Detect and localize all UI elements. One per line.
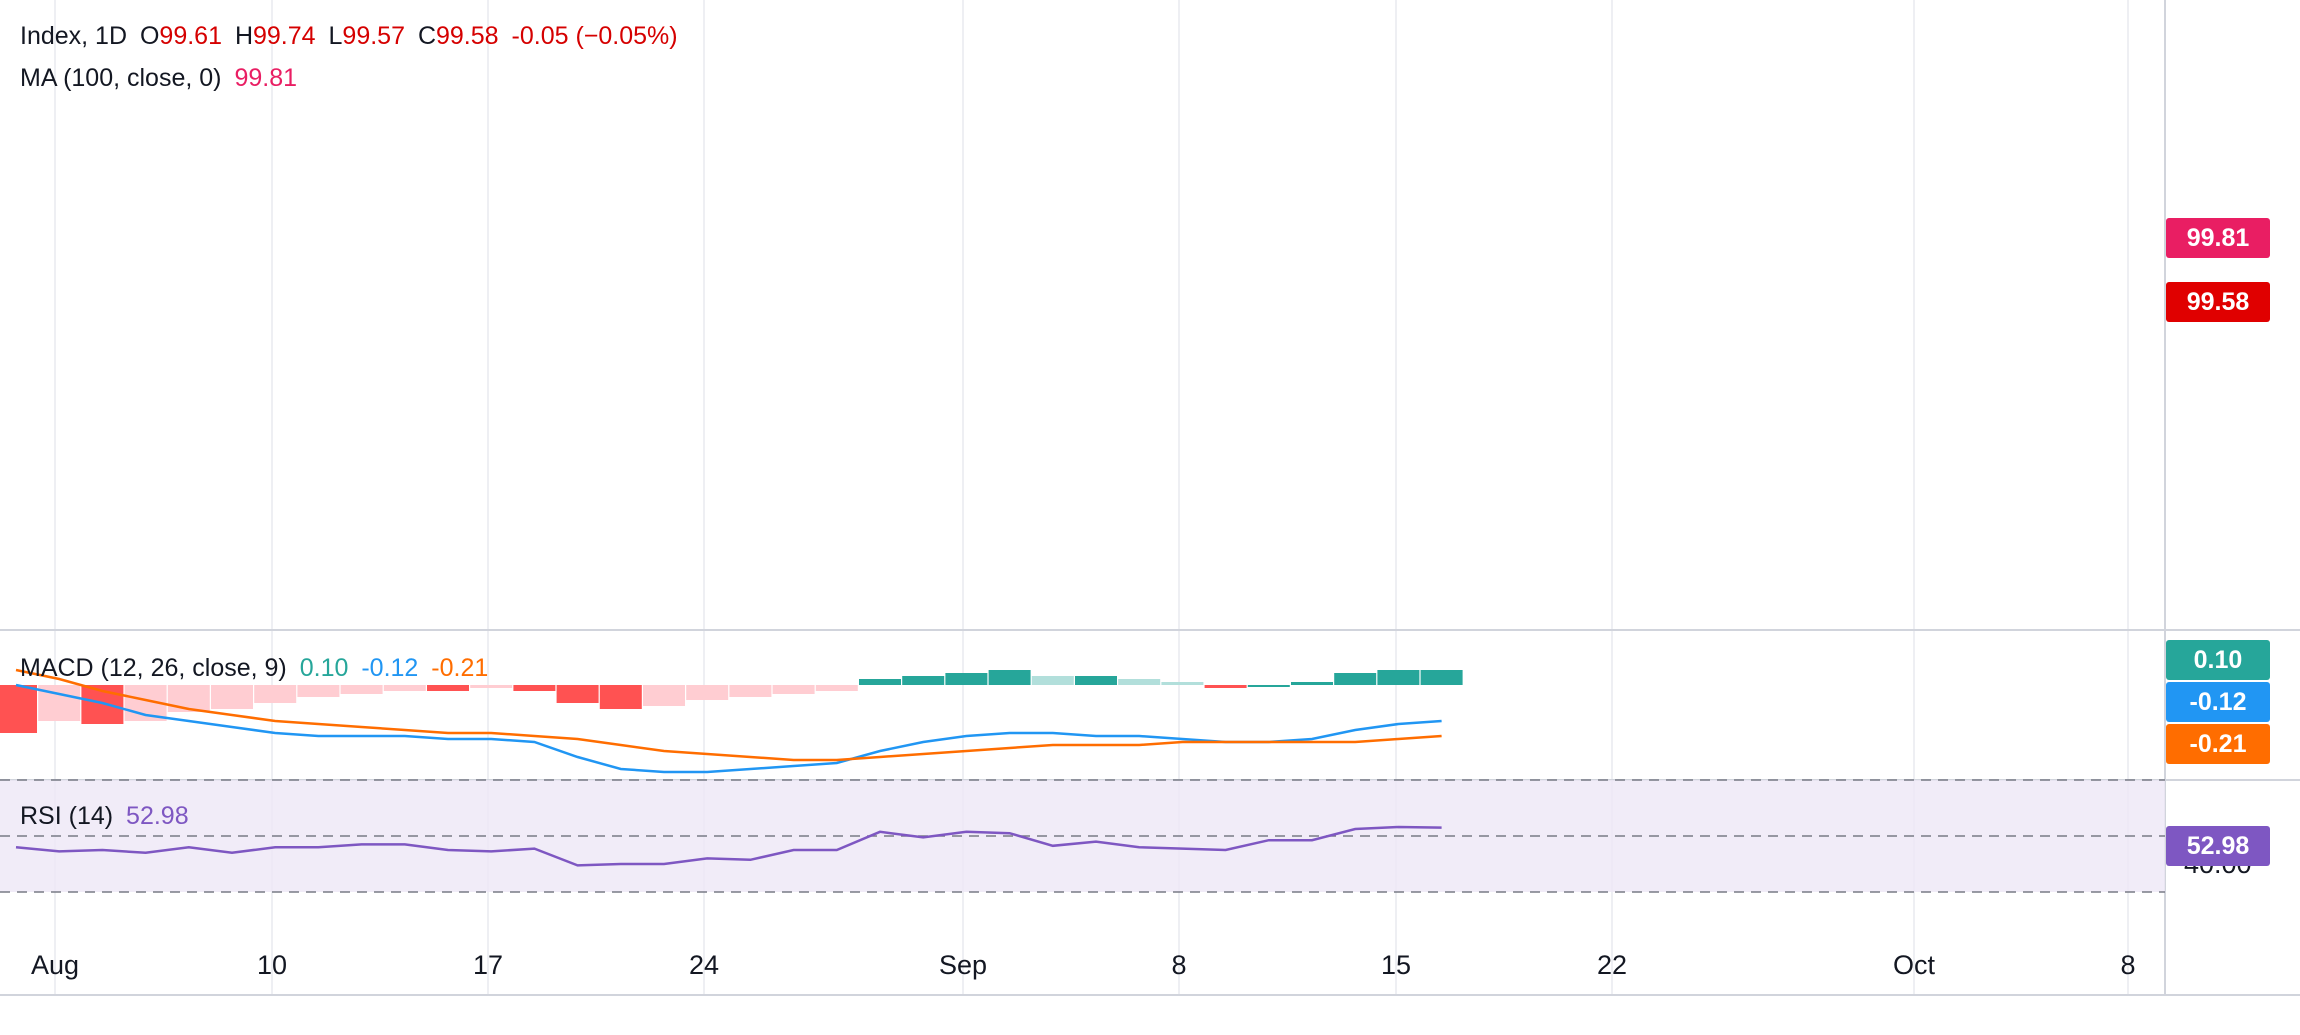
rsi-line: [15, 825, 1442, 867]
macd-histogram-bar: [297, 685, 340, 697]
macd-histogram-bar: [1118, 679, 1161, 685]
x-axis-label: 10: [257, 950, 287, 980]
macd-histogram-bar: [1420, 670, 1463, 685]
rsi-legend-label: RSI (14): [20, 802, 114, 830]
high-label: H99.74: [234, 22, 316, 50]
macd-histogram-bar: [1291, 682, 1333, 685]
rsi-legend: RSI (14) 52.98: [20, 802, 195, 831]
macd-histogram-bar: [729, 685, 772, 697]
macd-histogram-bar: [340, 685, 383, 694]
open-value: 99.61: [159, 22, 222, 50]
macd-histogram-bar: [1075, 676, 1117, 685]
open-label: O99.61: [139, 22, 222, 50]
macd-histogram-bar: [470, 685, 513, 688]
macd-histogram-bar: [383, 685, 426, 691]
macd-histogram-bar: [859, 679, 901, 685]
x-axis-label: 15: [1381, 950, 1411, 980]
rsi-tag: 52.98: [2166, 826, 2270, 866]
macd-histogram-bar: [254, 685, 297, 703]
high-value: 99.74: [253, 22, 316, 50]
ma-legend-value: 99.81: [234, 64, 297, 92]
macd-histogram-bar: [686, 685, 729, 700]
macd-histogram-bar: [1161, 682, 1204, 685]
change-value: -0.05 (−0.05%): [511, 22, 678, 50]
x-axis-label: Oct: [1893, 950, 1936, 980]
rsi-legend-value: 52.98: [126, 802, 189, 830]
macd-hist-tag: 0.10: [2166, 640, 2270, 680]
macd-signal-tag: -0.21: [2166, 724, 2270, 764]
macd-line-tag: -0.12: [2166, 682, 2270, 722]
macd-histogram-bar: [513, 685, 556, 691]
x-axis-label: 22: [1597, 950, 1627, 980]
x-axis-label: Sep: [939, 950, 987, 980]
macd-histogram-bar: [0, 685, 37, 733]
close-value: 99.58: [436, 22, 499, 50]
macd-histogram-bar: [427, 685, 469, 691]
macd-histogram-bar: [1031, 676, 1074, 685]
x-axis-label: 17: [473, 950, 503, 980]
macd-histogram-bar: [167, 685, 210, 712]
macd-legend-macd: -0.12: [361, 654, 419, 682]
macd-histogram-bar: [1204, 685, 1247, 688]
macd-histogram-bar: [556, 685, 599, 703]
ma-legend: MA (100, close, 0) 99.81: [20, 64, 303, 93]
x-axis-label: Aug: [31, 950, 79, 980]
macd-signal-line: [15, 668, 1442, 762]
ma-price-tag: 99.81: [2166, 218, 2270, 258]
macd-histogram-bar: [599, 685, 642, 709]
symbol-label: Index, 1D: [20, 22, 128, 50]
macd-histogram-bar: [902, 676, 945, 685]
close-price-tag: 99.58: [2166, 282, 2270, 322]
macd-histogram-bar: [945, 673, 988, 685]
macd-histogram-bar: [211, 685, 253, 709]
macd-legend-signal: -0.21: [431, 654, 489, 682]
close-label: C99.58: [417, 22, 499, 50]
macd-legend-hist: 0.10: [299, 654, 349, 682]
macd-histogram-bar: [988, 670, 1031, 685]
macd-histogram-bar: [1247, 685, 1290, 687]
x-axis-label: 24: [689, 950, 719, 980]
macd-legend-label: MACD (12, 26, close, 9): [20, 654, 287, 682]
x-axis-label: 8: [2120, 950, 2135, 980]
macd-line: [15, 683, 1442, 774]
macd-histogram-bar: [1334, 673, 1377, 685]
macd-histogram-bar: [1377, 670, 1420, 685]
macd-histogram-bar: [815, 685, 858, 691]
macd-histogram-bar: [772, 685, 815, 694]
ma-legend-label: MA (100, close, 0): [20, 64, 222, 92]
macd-legend: MACD (12, 26, close, 9) 0.10 -0.12 -0.21: [20, 654, 494, 683]
macd-histogram-bar: [643, 685, 685, 706]
low-value: 99.57: [342, 22, 405, 50]
ohlc-legend: Index, 1D O99.61 H99.74 L99.57 C99.58 -0…: [20, 22, 684, 51]
x-axis-label: 8: [1171, 950, 1186, 980]
low-label: L99.57: [328, 22, 405, 50]
